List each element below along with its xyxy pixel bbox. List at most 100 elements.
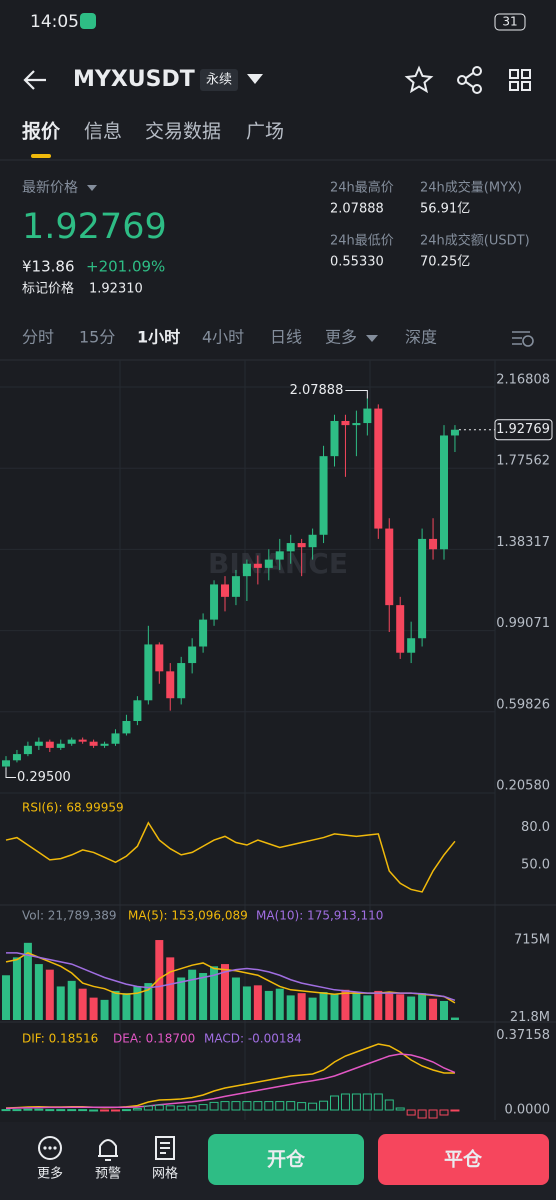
macd-bar xyxy=(242,1101,252,1111)
sell-button[interactable] xyxy=(378,1134,549,1185)
candle-body xyxy=(122,720,131,734)
y-tick-label: 50.0 xyxy=(521,857,550,872)
candle-body xyxy=(56,743,65,748)
interval[interactable]: 15分 xyxy=(79,328,115,347)
volume-bar xyxy=(210,966,219,1020)
chart-settings[interactable] xyxy=(512,331,534,347)
interval-dropdown xyxy=(366,335,378,342)
candle-body xyxy=(242,563,251,577)
macd-bar xyxy=(78,1109,88,1112)
indicator-title: Vol: 21,789,389 xyxy=(22,909,117,923)
candle-body xyxy=(45,741,54,748)
status-icon xyxy=(80,13,96,29)
y-tick-label: 1.38317 xyxy=(496,535,550,550)
grid-icon[interactable] xyxy=(155,1136,175,1160)
alert-icon[interactable] xyxy=(98,1139,118,1161)
candle-body xyxy=(418,538,427,639)
battery-level: 31 xyxy=(502,15,517,29)
interval[interactable]: 4小时 xyxy=(202,328,244,347)
macd-bar xyxy=(67,1109,77,1112)
y-tick-label: 0.37158 xyxy=(496,1028,550,1043)
macd-bar xyxy=(373,1093,383,1111)
y-tick-label: 0.0000 xyxy=(505,1103,551,1118)
stat-label: 24h最低价 xyxy=(330,234,394,249)
tab[interactable]: 报价 xyxy=(22,120,61,143)
candle-body xyxy=(341,420,350,426)
price-dropdown[interactable] xyxy=(87,185,97,191)
volume-bar xyxy=(341,989,350,1020)
tab[interactable]: 交易数据 xyxy=(145,121,221,143)
volume-bar xyxy=(319,992,328,1020)
interval[interactable]: 深度 xyxy=(405,328,437,347)
y-tick-label: 0.20580 xyxy=(496,779,550,794)
macd-bar xyxy=(154,1104,164,1111)
legend-entry: MACD: -0.00184 xyxy=(204,1032,302,1046)
candle-body xyxy=(199,619,208,647)
nav-label[interactable]: 网格 xyxy=(152,1166,178,1182)
stat-value: 70.25亿 xyxy=(420,255,470,270)
volume-bar xyxy=(396,994,405,1020)
indicator-title: RSI(6): 68.99959 xyxy=(22,801,124,815)
macd-bar xyxy=(1,1109,11,1112)
candle-body xyxy=(308,534,317,548)
macd-bar xyxy=(428,1109,438,1119)
macd-bar xyxy=(143,1105,153,1111)
macd-bar xyxy=(439,1109,449,1116)
candle-body xyxy=(297,543,306,548)
y-tick-label: 715M xyxy=(514,933,550,948)
interval[interactable]: 更多 xyxy=(325,328,357,347)
mark-label: 标记价格 xyxy=(22,281,74,297)
macd-bar xyxy=(297,1102,307,1111)
candle-body xyxy=(429,538,438,550)
y-tick-label: 0.99071 xyxy=(496,616,550,631)
stat-label: 24h最高价 xyxy=(330,180,394,196)
interval[interactable]: 1小时 xyxy=(137,328,180,347)
high-annotation: 2.07888 xyxy=(290,383,344,398)
menu-button[interactable] xyxy=(509,69,531,91)
last-price: 1.92769 xyxy=(22,207,167,247)
stat-label: 24h成交量(MYX) xyxy=(420,180,522,196)
volume-bar xyxy=(45,969,54,1020)
nav-label[interactable]: 更多 xyxy=(37,1166,63,1182)
y-tick-label: 80.0 xyxy=(521,820,550,835)
macd-bar xyxy=(132,1108,142,1111)
legend-entry: DEA: 0.18700 xyxy=(113,1032,195,1046)
volume-bar xyxy=(188,969,197,1020)
more-icon[interactable] xyxy=(38,1136,62,1160)
tab[interactable]: 信息 xyxy=(84,121,122,143)
buy-button[interactable] xyxy=(208,1134,364,1185)
volume-bar xyxy=(308,997,317,1020)
interval[interactable]: 分时 xyxy=(22,328,54,347)
volume-bar xyxy=(89,997,98,1020)
y-tick-label: 1.77562 xyxy=(496,454,550,469)
volume-bar xyxy=(177,977,186,1020)
macd-bar xyxy=(330,1095,339,1111)
macd-bar xyxy=(12,1109,22,1112)
candle-body xyxy=(407,638,416,653)
back-button[interactable] xyxy=(23,70,46,90)
share-button[interactable] xyxy=(457,66,482,94)
interval[interactable]: 日线 xyxy=(270,328,302,347)
nav-label[interactable]: 预警 xyxy=(95,1166,121,1182)
more-dots xyxy=(43,1146,57,1150)
macd-bar xyxy=(253,1101,263,1111)
symbol: MYXUSDT xyxy=(73,67,195,92)
candle-body xyxy=(188,646,197,664)
ma-line xyxy=(6,952,456,1002)
volume-bar xyxy=(133,986,142,1020)
candle-body xyxy=(210,584,219,620)
macd-bar xyxy=(111,1109,120,1112)
candle-body xyxy=(352,423,361,426)
tab[interactable]: 广场 xyxy=(246,121,284,143)
macd-bar xyxy=(100,1109,110,1112)
volume-bar xyxy=(275,988,284,1020)
volume-bar xyxy=(429,998,438,1020)
symbol-dropdown[interactable] xyxy=(247,74,263,84)
candle-body xyxy=(363,408,372,424)
favorite-button[interactable] xyxy=(404,65,434,94)
last-price-label: 最新价格 xyxy=(22,180,78,196)
candle-body xyxy=(67,739,76,744)
macd-bar xyxy=(220,1101,230,1111)
y-tick-label: 21.8M xyxy=(510,1010,550,1025)
volume-bar xyxy=(385,992,394,1020)
